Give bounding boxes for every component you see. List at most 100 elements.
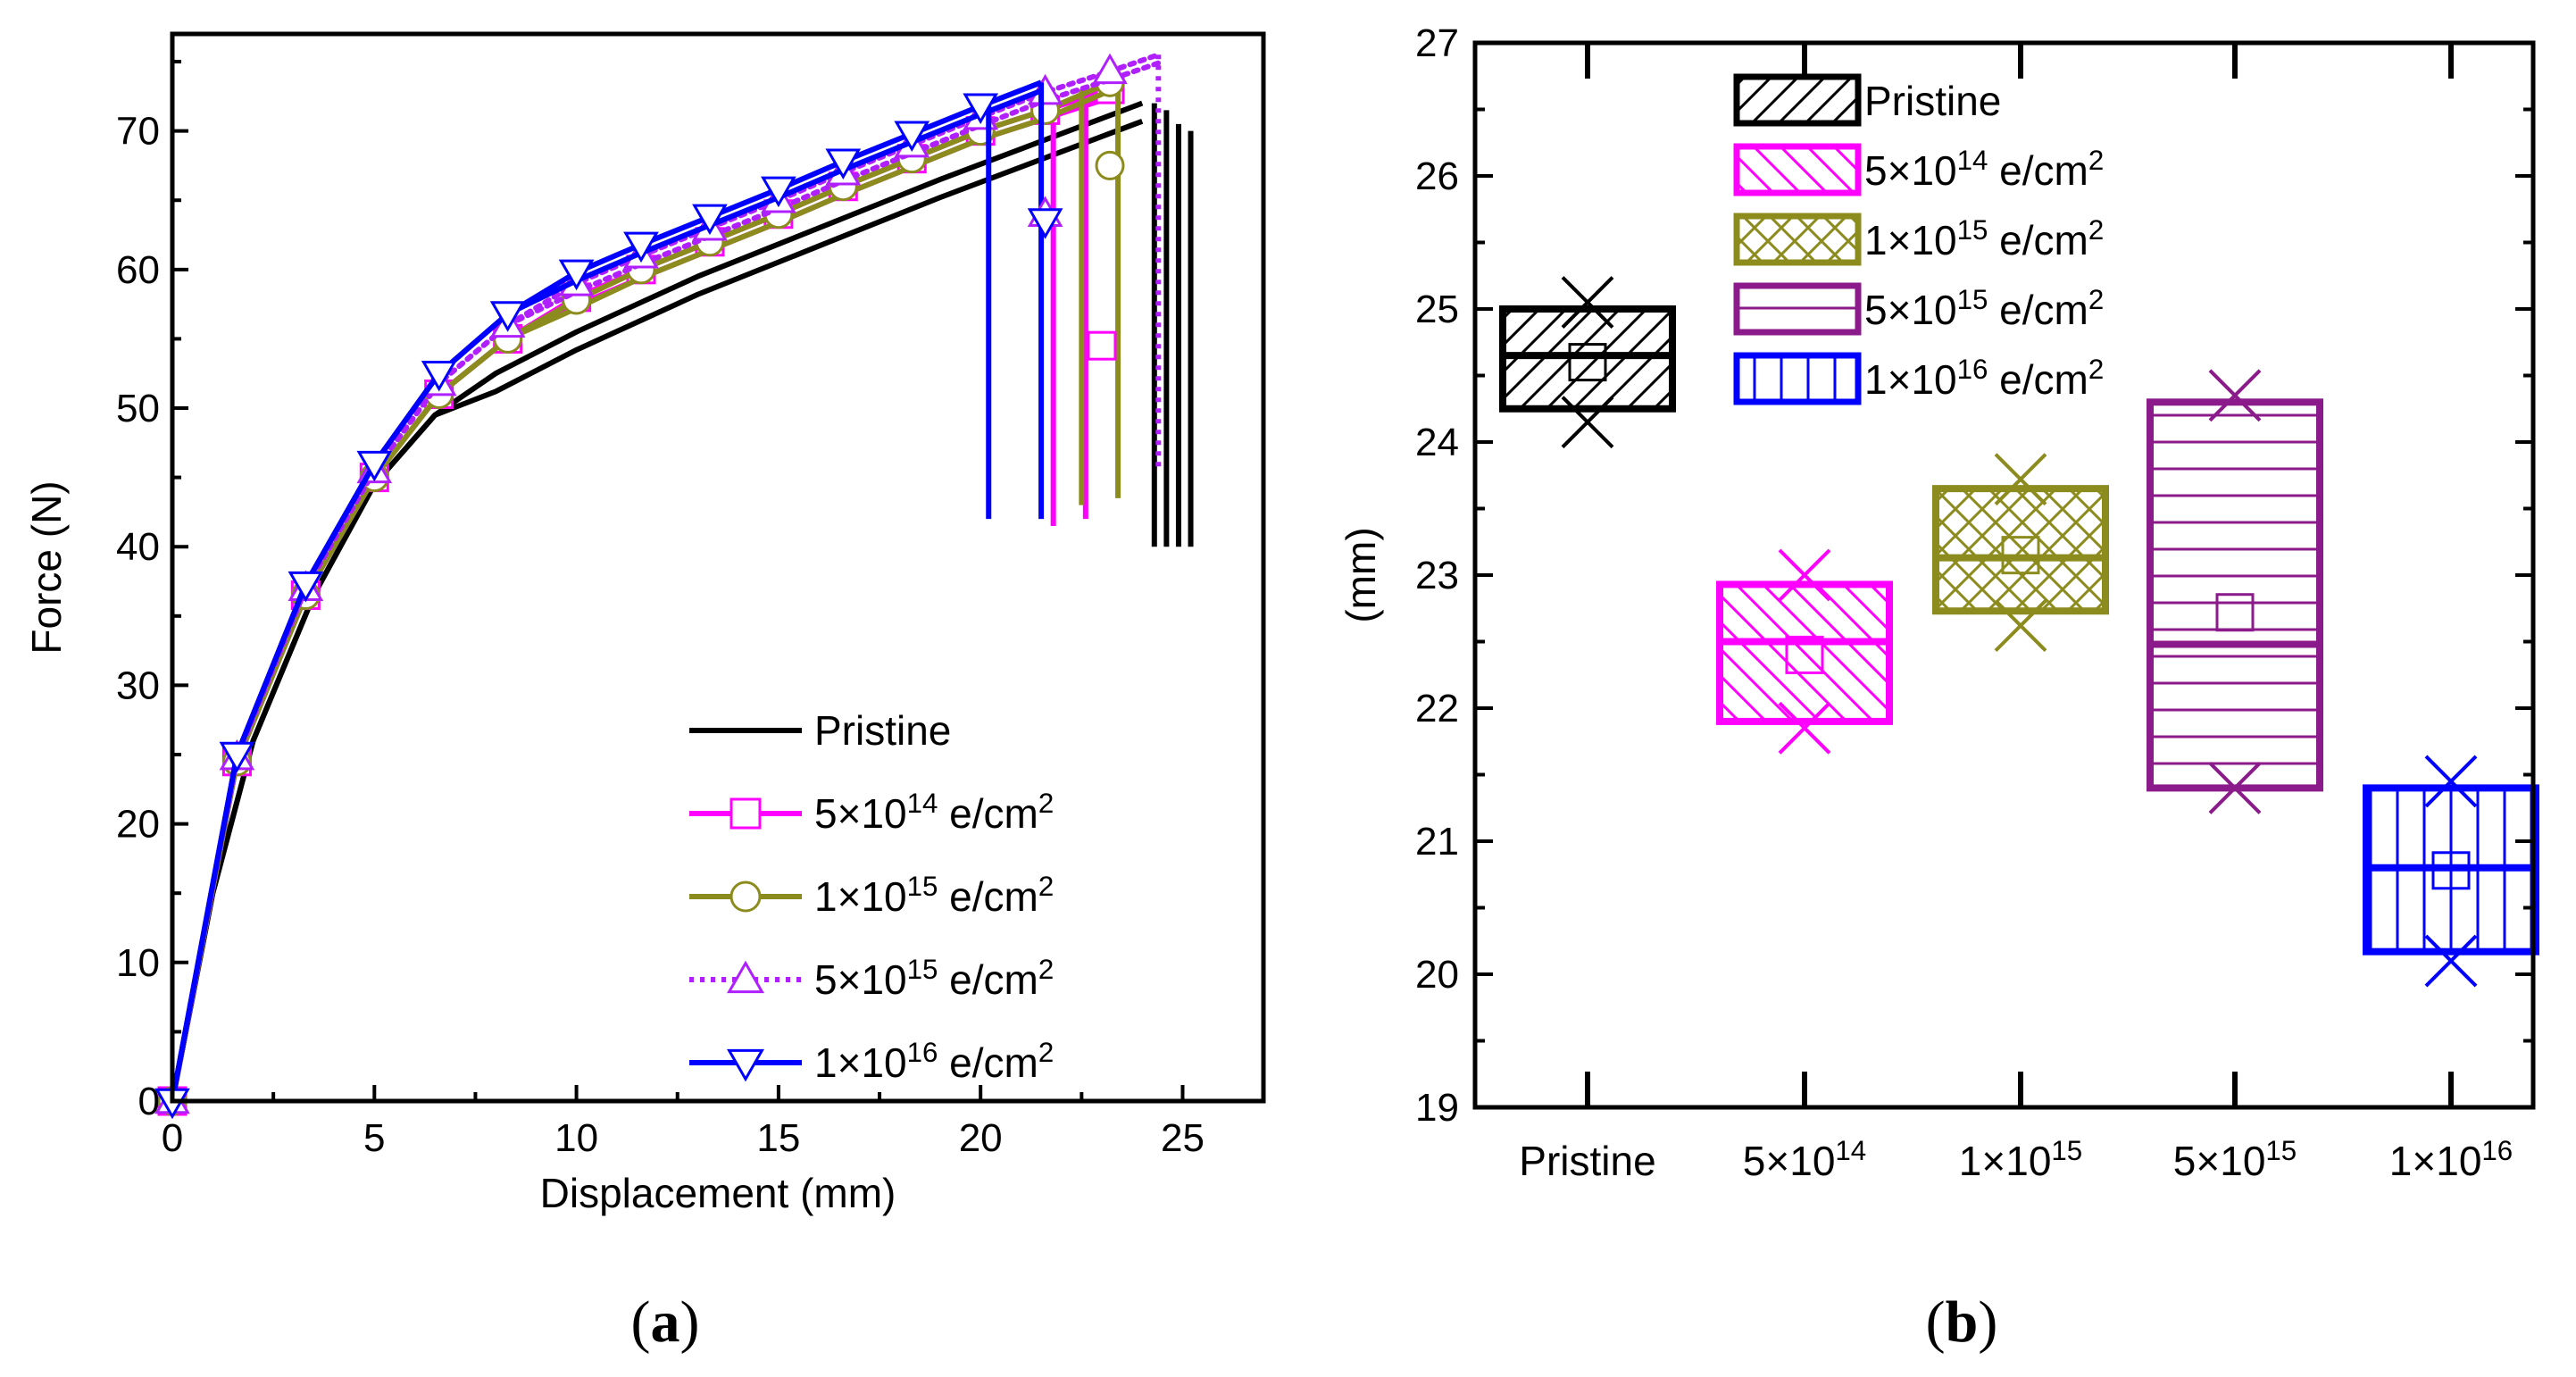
- x-tick-label: 5: [363, 1116, 385, 1160]
- y-tick-label: 50: [116, 387, 160, 430]
- x-tick-label: 1×1015: [1959, 1135, 2082, 1185]
- box-mean-marker: [1785, 635, 1824, 674]
- panel-a-legend: Pristine 5×1014 e/cm2 1×1015 e/cm2 5×1015 e…: [689, 707, 1054, 1086]
- legend-label: 5×1015 e/cm2: [1864, 284, 2104, 334]
- box-extreme-marker: [1561, 276, 1614, 329]
- marker-triangle-down: [825, 148, 862, 180]
- box-1: [1716, 548, 1893, 755]
- box-mean-marker: [2431, 851, 2471, 890]
- y-tick-label: 23: [1415, 554, 1459, 597]
- marker-triangle-down: [1027, 208, 1063, 239]
- marker-triangle-up: [1027, 73, 1063, 105]
- legend-swatch: [1733, 352, 1862, 405]
- box-extreme-marker: [1778, 701, 1831, 755]
- marker-triangle-down: [421, 360, 457, 392]
- box-extreme-marker: [2208, 761, 2262, 814]
- marker-square: [1087, 330, 1117, 361]
- legend-swatch: [1733, 213, 1862, 266]
- legend-label: 1×1015 e/cm2: [1864, 214, 2104, 264]
- y-tick-label: 24: [1415, 421, 1459, 464]
- y-tick-label: 0: [138, 1080, 160, 1123]
- x-tick-label: 20: [959, 1116, 1003, 1160]
- marker-circle: [1095, 150, 1125, 180]
- box-3: [2147, 369, 2323, 814]
- box-mean-marker: [2001, 536, 2040, 575]
- y-tick-label: 70: [116, 110, 160, 154]
- marker-triangle-up: [1092, 53, 1128, 85]
- x-tick-label: 25: [1161, 1116, 1205, 1160]
- y-tick-label: 19: [1415, 1086, 1459, 1130]
- legend-label: Pristine: [1864, 78, 2001, 124]
- panel-a-plot-frame: [170, 31, 1266, 1104]
- series-line: [170, 88, 1043, 1102]
- caption-b: (b): [1926, 1289, 1998, 1355]
- x-tick-label: 5×1015: [2173, 1135, 2297, 1185]
- panel-a-y-axis-label: Force (N): [23, 480, 70, 654]
- box-extreme-marker: [2208, 369, 2262, 422]
- panel-b-y-axis-label: (mm): [1338, 527, 1384, 622]
- legend-swatch: [1733, 282, 1862, 336]
- series-line: [170, 60, 1162, 1104]
- panel-a-axis-ticks: 0 5 10 15 20 25 0 10 20 30 40 50 60 70: [116, 60, 1205, 1160]
- legend-label: Pristine: [814, 707, 951, 754]
- marker-triangle-down: [963, 93, 999, 124]
- y-tick-label: 60: [116, 248, 160, 292]
- marker-triangle-down: [219, 741, 255, 773]
- caption-a-letter: a: [651, 1289, 680, 1355]
- box-extreme-marker: [2424, 934, 2478, 988]
- box-extreme-marker: [1994, 453, 2047, 506]
- y-tick-label: 26: [1415, 154, 1459, 198]
- legend-label: 5×1014 e/cm2: [1864, 145, 2104, 195]
- legend-swatch: [1733, 143, 1862, 196]
- panel-b-box-chart: 19 20 21 22 23 24 25 26 27 Pristine 5×1014 1×1015 5×…: [1338, 21, 2539, 1184]
- y-tick-label: 22: [1415, 687, 1459, 730]
- y-tick-label: 20: [116, 803, 160, 847]
- y-tick-label: 10: [116, 941, 160, 985]
- legend-label: 1×1016 e/cm2: [814, 1037, 1054, 1087]
- marker-triangle-down: [727, 1048, 764, 1082]
- legend-label: 5×1014 e/cm2: [814, 788, 1054, 838]
- x-tick-label: 1×1016: [2389, 1135, 2513, 1185]
- box-mean-marker: [1568, 343, 1607, 382]
- y-tick-label: 27: [1415, 21, 1459, 65]
- panel-b-legend: Pristine 5×1014 e/cm2 1×1015 e/cm2 5×1015 e…: [1733, 73, 2104, 405]
- x-tick-label: 5×1014: [1743, 1135, 1866, 1185]
- legend-label: 1×1016 e/cm2: [1864, 354, 2104, 404]
- x-tick-label: 0: [162, 1116, 183, 1160]
- box-2: [1932, 453, 2109, 653]
- marker-circle: [729, 880, 762, 913]
- x-tick-label: 10: [554, 1116, 598, 1160]
- marker-triangle-down: [288, 571, 324, 603]
- x-tick-label: Pristine: [1519, 1138, 1655, 1184]
- caption-b-letter: b: [1946, 1289, 1979, 1355]
- box-extreme-marker: [1778, 548, 1831, 602]
- box-mean-marker: [2215, 593, 2255, 632]
- series-0: [170, 100, 1194, 1102]
- marker-triangle-down: [894, 121, 930, 152]
- panel-a-series-group: [154, 52, 1194, 1120]
- marker-triangle-down: [356, 450, 393, 482]
- box-extreme-marker: [1561, 396, 1614, 449]
- caption-a: (a): [631, 1289, 700, 1355]
- legend-swatch: [1733, 73, 1862, 127]
- y-tick-label: 40: [116, 525, 160, 569]
- panel-b-axis-ticks: 19 20 21 22 23 24 25 26 27 Pristine 5×1014 1×1015 5×…: [1415, 21, 2533, 1184]
- panel-b-box-group: [1499, 276, 2539, 988]
- marker-square: [729, 797, 762, 830]
- box-4: [2363, 755, 2539, 988]
- y-tick-label: 20: [1415, 953, 1459, 997]
- box-body: [1716, 580, 1893, 725]
- x-tick-label: 15: [756, 1116, 800, 1160]
- panel-a-line-chart: 0 5 10 15 20 25 0 10 20 30 40 50 60 70 Displacement (…: [23, 31, 1266, 1216]
- series-4: [154, 79, 1045, 1120]
- legend-label: 1×1015 e/cm2: [814, 871, 1054, 921]
- box-0: [1499, 276, 1676, 449]
- panel-a-x-axis-label: Displacement (mm): [540, 1170, 896, 1216]
- marker-triangle-down: [558, 259, 595, 291]
- marker-triangle-up: [727, 960, 764, 994]
- marker-triangle-down: [692, 204, 728, 236]
- marker-triangle-down: [761, 176, 796, 208]
- marker-triangle-down: [489, 301, 526, 332]
- series-line: [170, 118, 1144, 1102]
